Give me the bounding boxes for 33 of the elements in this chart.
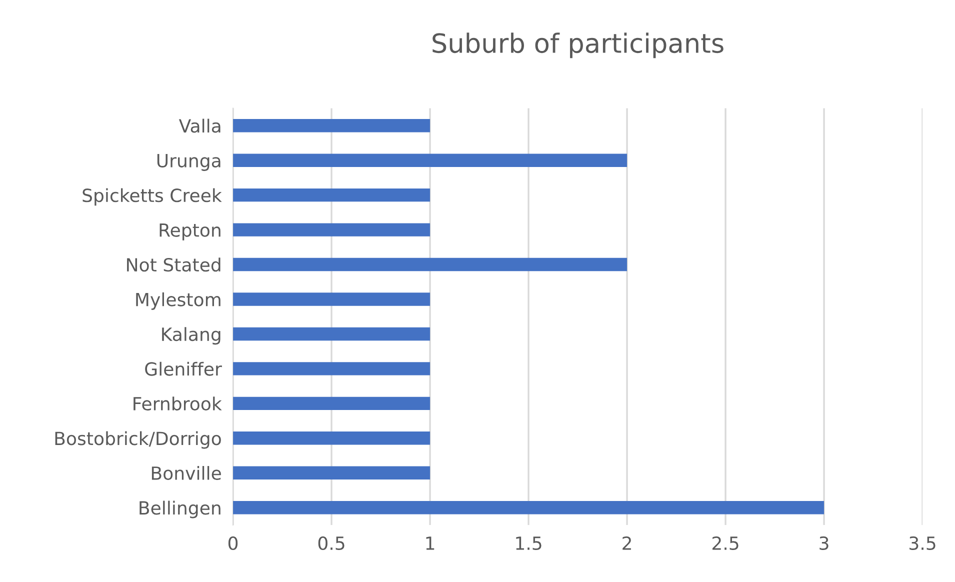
y-tick-label: Bellingen bbox=[140, 500, 220, 518]
bar bbox=[233, 432, 430, 445]
x-tick-label: 3 bbox=[820, 536, 828, 550]
y-tick-label: Kalang bbox=[162, 327, 220, 345]
bar bbox=[233, 223, 430, 236]
y-tick-label: Gleniffer bbox=[145, 362, 222, 376]
y-tick-label: Spicketts Creek bbox=[82, 188, 222, 206]
bar bbox=[233, 188, 430, 202]
bar bbox=[233, 396, 430, 410]
y-tick-label: Valla bbox=[178, 118, 220, 133]
x-tick-label: 0 bbox=[228, 536, 238, 550]
x-tick-label: 1 bbox=[426, 536, 434, 550]
bar bbox=[233, 362, 430, 376]
bar bbox=[233, 258, 628, 272]
bar bbox=[233, 501, 824, 514]
x-tick-label: 1.5 bbox=[516, 536, 542, 550]
y-tick-label: Repton bbox=[160, 223, 220, 240]
bar bbox=[233, 154, 628, 167]
y-tick-label: Mylestom bbox=[136, 292, 220, 310]
y-tick-label: Bostobrick/Dorrigo bbox=[55, 431, 221, 449]
bar bbox=[233, 327, 430, 341]
x-tick-label: 2.5 bbox=[712, 536, 738, 550]
x-tick-label: 2 bbox=[622, 536, 631, 550]
bar bbox=[233, 119, 430, 132]
y-tick-label: Urunga bbox=[157, 154, 220, 171]
chart-title: Suburb of participants bbox=[432, 32, 724, 58]
bar bbox=[233, 292, 430, 306]
x-tick-label: 3.5 bbox=[910, 536, 936, 550]
y-tick-label: Fernbrook bbox=[134, 396, 222, 411]
y-tick-label: Bonville bbox=[152, 466, 221, 480]
y-tick-label: Not Stated bbox=[127, 258, 220, 272]
x-tick-label: 0.5 bbox=[318, 536, 344, 550]
bar bbox=[233, 466, 430, 480]
